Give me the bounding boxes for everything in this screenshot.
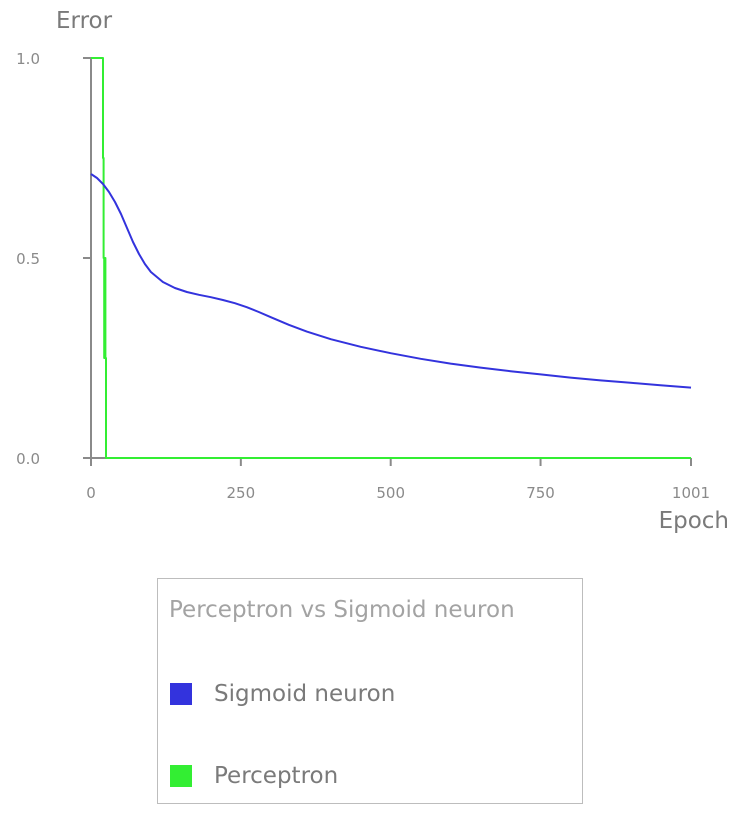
legend-label-perceptron: Perceptron: [214, 763, 339, 789]
legend-item-sigmoid: Sigmoid neuron: [170, 681, 395, 707]
y-tick-label: 1.0: [16, 50, 40, 68]
y-tick-label: 0.0: [16, 450, 40, 468]
legend-swatch-sigmoid: [170, 683, 192, 705]
legend-label-sigmoid: Sigmoid neuron: [214, 681, 396, 707]
legend-swatch-perceptron: [170, 765, 192, 787]
legend-title: Perceptron vs Sigmoid neuron: [169, 597, 515, 623]
x-tick-label: 1001: [672, 484, 710, 502]
legend: Perceptron vs Sigmoid neuron Sigmoid neu…: [157, 578, 583, 804]
series-line-perceptron: [91, 57, 691, 459]
y-axis-title: Error: [56, 8, 113, 34]
y-tick-label: 0.5: [16, 250, 40, 268]
x-tick-label: 250: [227, 484, 256, 502]
line-chart: 0.0 0.5 1.0 0 250 500 750 1001 Error Epoch: [16, 8, 729, 534]
x-tick-label: 750: [526, 484, 555, 502]
x-tick-label: 0: [86, 484, 96, 502]
series-line-sigmoid-neuron: [90, 173, 692, 389]
x-tick-label: 500: [376, 484, 405, 502]
legend-item-perceptron: Perceptron: [170, 763, 338, 789]
x-axis-title: Epoch: [659, 508, 729, 534]
